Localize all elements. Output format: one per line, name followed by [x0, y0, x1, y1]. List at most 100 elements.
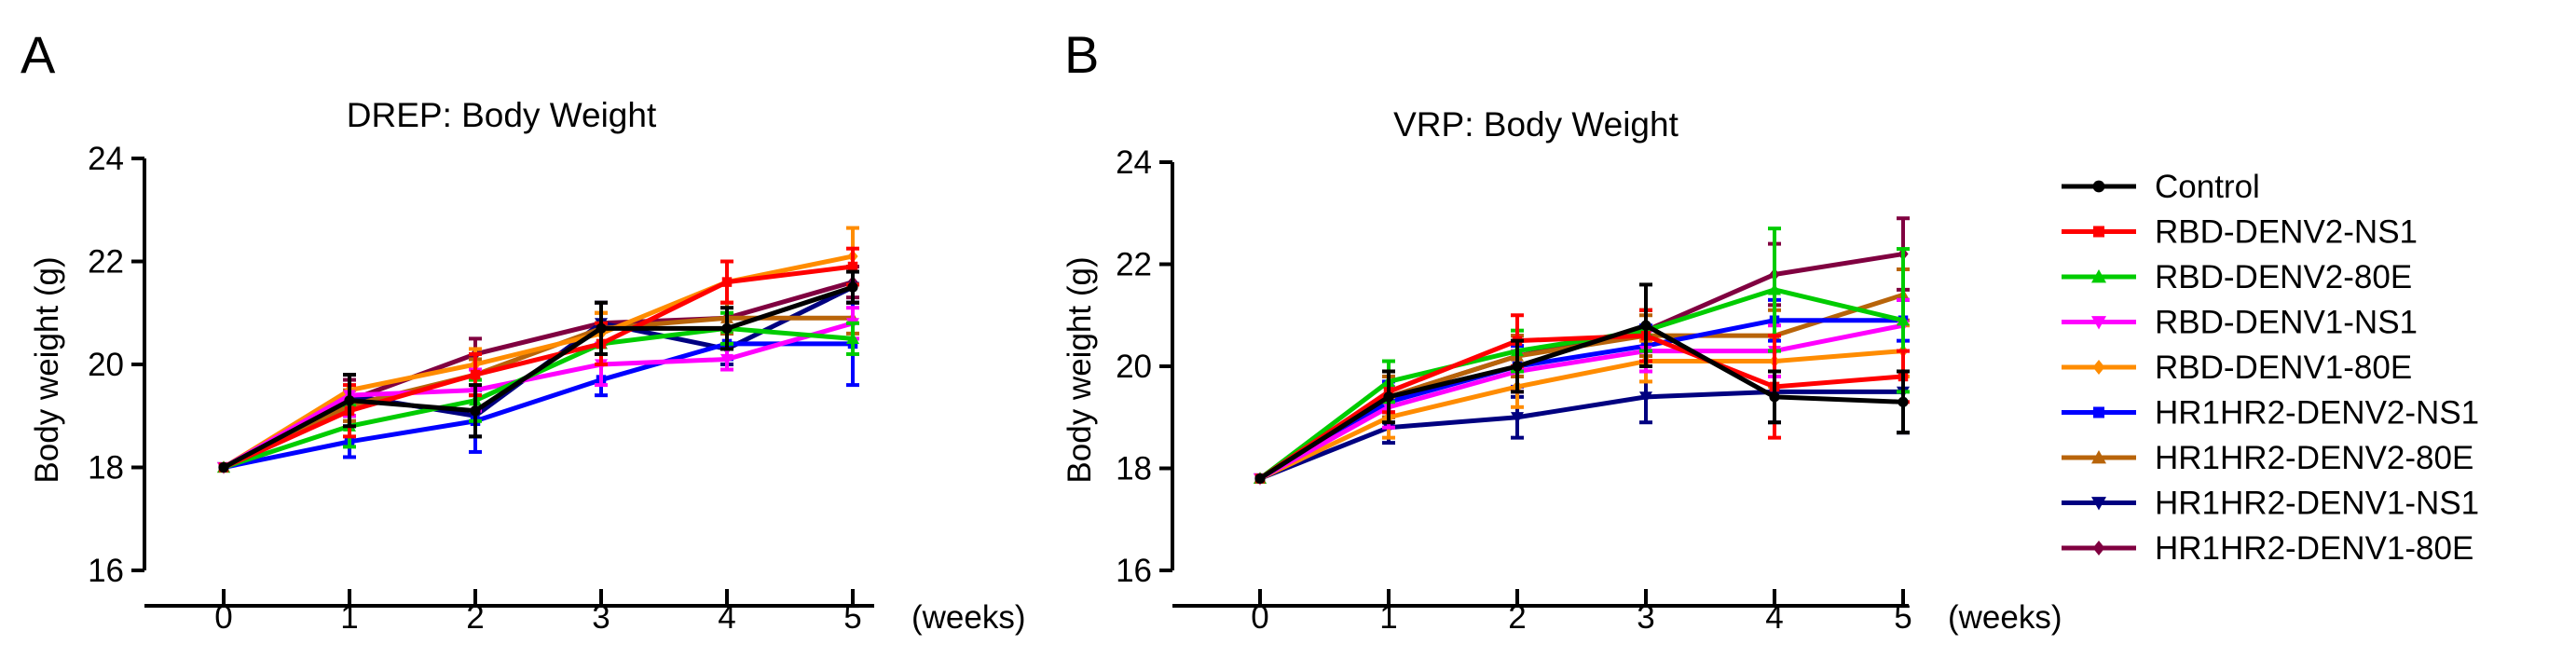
- legend-entry-control: Control: [2062, 169, 2260, 205]
- legend-label: RBD-DENV1-NS1: [2155, 305, 2418, 341]
- panel-b-x-ticks: 0 1 2 3 4 5: [1251, 589, 1912, 636]
- panel-a-data-point: [470, 405, 481, 417]
- legend-entry-hr1hr2-denv2-ns1: HR1HR2-DENV2-NS1: [2062, 395, 2479, 432]
- panel-a-x-tick-label: 0: [214, 599, 232, 636]
- panel-a-y-tick-label: 22: [88, 244, 124, 281]
- panel-a-series-line: [222, 264, 854, 470]
- panel-b-series-line: [1259, 389, 1903, 481]
- panel-b-data-point: [1511, 412, 1524, 424]
- panel-b-y-tick-label: 24: [1116, 144, 1152, 181]
- panel-a-x-tick-label: 3: [592, 599, 610, 636]
- legend-label: HR1HR2-DENV2-80E: [2155, 440, 2473, 476]
- panel-a-series-line: [222, 321, 854, 470]
- legend-swatch-marker: [2093, 406, 2104, 418]
- panel-a-plot-area: [217, 226, 859, 474]
- panel-b-data-point: [1512, 361, 1523, 372]
- legend-swatch-marker: [2091, 450, 2106, 464]
- panel-a-data-point: [847, 261, 858, 272]
- panel-b-x-tick-label: 3: [1637, 599, 1654, 636]
- legend-label: Control: [2155, 169, 2260, 205]
- panel-b-series-hr1hr2-denv1-80e: [1254, 216, 1910, 486]
- legend-label: RBD-DENV2-NS1: [2155, 214, 2418, 251]
- legend-swatch-marker: [2092, 541, 2105, 555]
- panel-a-data-point: [721, 322, 733, 334]
- panel-b-series-control: [1254, 282, 1910, 485]
- panel-b-series-line: [1258, 322, 1904, 481]
- panel-b-x-units-label: (weeks): [1948, 599, 2062, 636]
- panel-b-y-ticks: 16 18 20 22 24: [1116, 144, 1172, 589]
- panel-b-y-tick-label: 16: [1116, 553, 1152, 589]
- panel-b-data-point: [1254, 473, 1266, 485]
- legend-swatch-marker: [2092, 180, 2105, 193]
- panel-b-data-point: [1639, 391, 1652, 404]
- panel-a-data-point: [344, 395, 355, 406]
- legend-entry-hr1hr2-denv2-80e: HR1HR2-DENV2-80E: [2062, 440, 2473, 476]
- panel-a-x-tick-label: 1: [340, 599, 358, 636]
- panel-b-x-tick-label: 0: [1251, 599, 1268, 636]
- legend-label: HR1HR2-DENV2-NS1: [2155, 395, 2479, 432]
- panel-b-x-tick-label: 1: [1379, 599, 1397, 636]
- legend-entry-rbd-denv2-ns1: RBD-DENV2-NS1: [2062, 214, 2418, 251]
- legend-label: RBD-DENV2-80E: [2155, 259, 2412, 295]
- legend-entry-rbd-denv1-ns1: RBD-DENV1-NS1: [2062, 305, 2418, 341]
- panel-a: A DREP: Body Weight Body weight (g) 16 18…: [21, 25, 1026, 636]
- panel-a-x-tick-label: 4: [718, 599, 735, 636]
- panel-a-data-point: [218, 461, 229, 473]
- panel-b: B VRP: Body Weight Body weight (g) 16 18 2…: [1062, 25, 2062, 636]
- legend-entry-hr1hr2-denv1-ns1: HR1HR2-DENV1-NS1: [2062, 486, 2479, 522]
- panel-b-data-point: [1640, 320, 1651, 331]
- panel-b-plot-area: [1254, 216, 1910, 486]
- legend-swatch-marker: [2091, 497, 2106, 511]
- legend-entry-hr1hr2-denv1-80e: HR1HR2-DENV1-80E: [2062, 530, 2473, 567]
- legend-label: HR1HR2-DENV1-NS1: [2155, 486, 2479, 522]
- panel-a-series-control: [218, 269, 859, 473]
- panel-a-x-ticks: 0 1 2 3 4 5: [214, 589, 862, 636]
- panel-b-y-axis-label: Body weight (g): [1062, 256, 1098, 483]
- panel-a-y-tick-label: 20: [88, 347, 124, 383]
- panel-a-title: DREP: Body Weight: [347, 96, 657, 134]
- panel-b-series-line: [1258, 333, 1904, 481]
- panel-a-y-tick-label: 18: [88, 450, 124, 487]
- panel-a-data-point: [846, 332, 859, 344]
- panel-b-letter: B: [1064, 25, 1099, 84]
- panel-a-series-line: [222, 280, 854, 470]
- panel-b-data-point: [1768, 282, 1781, 295]
- legend-swatch-marker: [2091, 316, 2106, 330]
- legend-swatch-marker: [2093, 226, 2104, 238]
- panel-b-series-line: [1258, 252, 1904, 481]
- panel-a-data-point: [721, 277, 733, 287]
- panel-b-x-tick-label: 4: [1765, 599, 1783, 636]
- legend-label: RBD-DENV1-80E: [2155, 350, 2412, 386]
- panel-b-title: VRP: Body Weight: [1393, 105, 1679, 144]
- panel-a-y-ticks: 16 18 20 22 24: [88, 141, 144, 589]
- panel-a-letter: A: [21, 25, 56, 84]
- panel-b-y-tick-label: 18: [1116, 451, 1152, 487]
- panel-b-y-tick-label: 22: [1116, 247, 1152, 283]
- panel-b-series-line: [1258, 318, 1903, 481]
- panel-a-series-hr1hr2-denv2-ns1: [218, 300, 859, 473]
- panel-b-series-hr1hr2-denv2-80e: [1254, 267, 1910, 485]
- panel-a-data-point: [847, 281, 858, 293]
- panel-b-series-line: [1258, 322, 1904, 481]
- panel-a-data-point: [596, 322, 607, 334]
- panel-a-series-line: [222, 284, 854, 470]
- panel-a-x-units-label: (weeks): [911, 599, 1026, 636]
- panel-a-y-tick-label: 24: [88, 141, 124, 177]
- legend-entry-rbd-denv2-80e: RBD-DENV2-80E: [2062, 259, 2412, 295]
- legend-swatch-marker: [2092, 360, 2105, 375]
- panel-b-data-point: [1769, 391, 1780, 403]
- panel-a-y-tick-label: 16: [88, 553, 124, 589]
- panel-a-data-point: [720, 353, 733, 366]
- panel-b-x-tick-label: 5: [1894, 599, 1911, 636]
- panel-b-data-point: [1898, 396, 1909, 407]
- panel-b-x-tick-label: 2: [1508, 599, 1526, 636]
- legend-swatch-marker: [2091, 269, 2106, 283]
- legend: Control RBD-DENV2-NS1 RBD-DENV2-80E RBD-DEN…: [2062, 169, 2479, 567]
- panel-a-series-line: [223, 341, 853, 470]
- legend-label: HR1HR2-DENV1-80E: [2155, 530, 2473, 567]
- panel-b-data-point: [1897, 313, 1910, 326]
- panel-a-y-axis-label: Body weight (g): [29, 256, 65, 483]
- panel-a-x-tick-label: 5: [843, 599, 861, 636]
- panel-b-data-point: [1383, 391, 1394, 403]
